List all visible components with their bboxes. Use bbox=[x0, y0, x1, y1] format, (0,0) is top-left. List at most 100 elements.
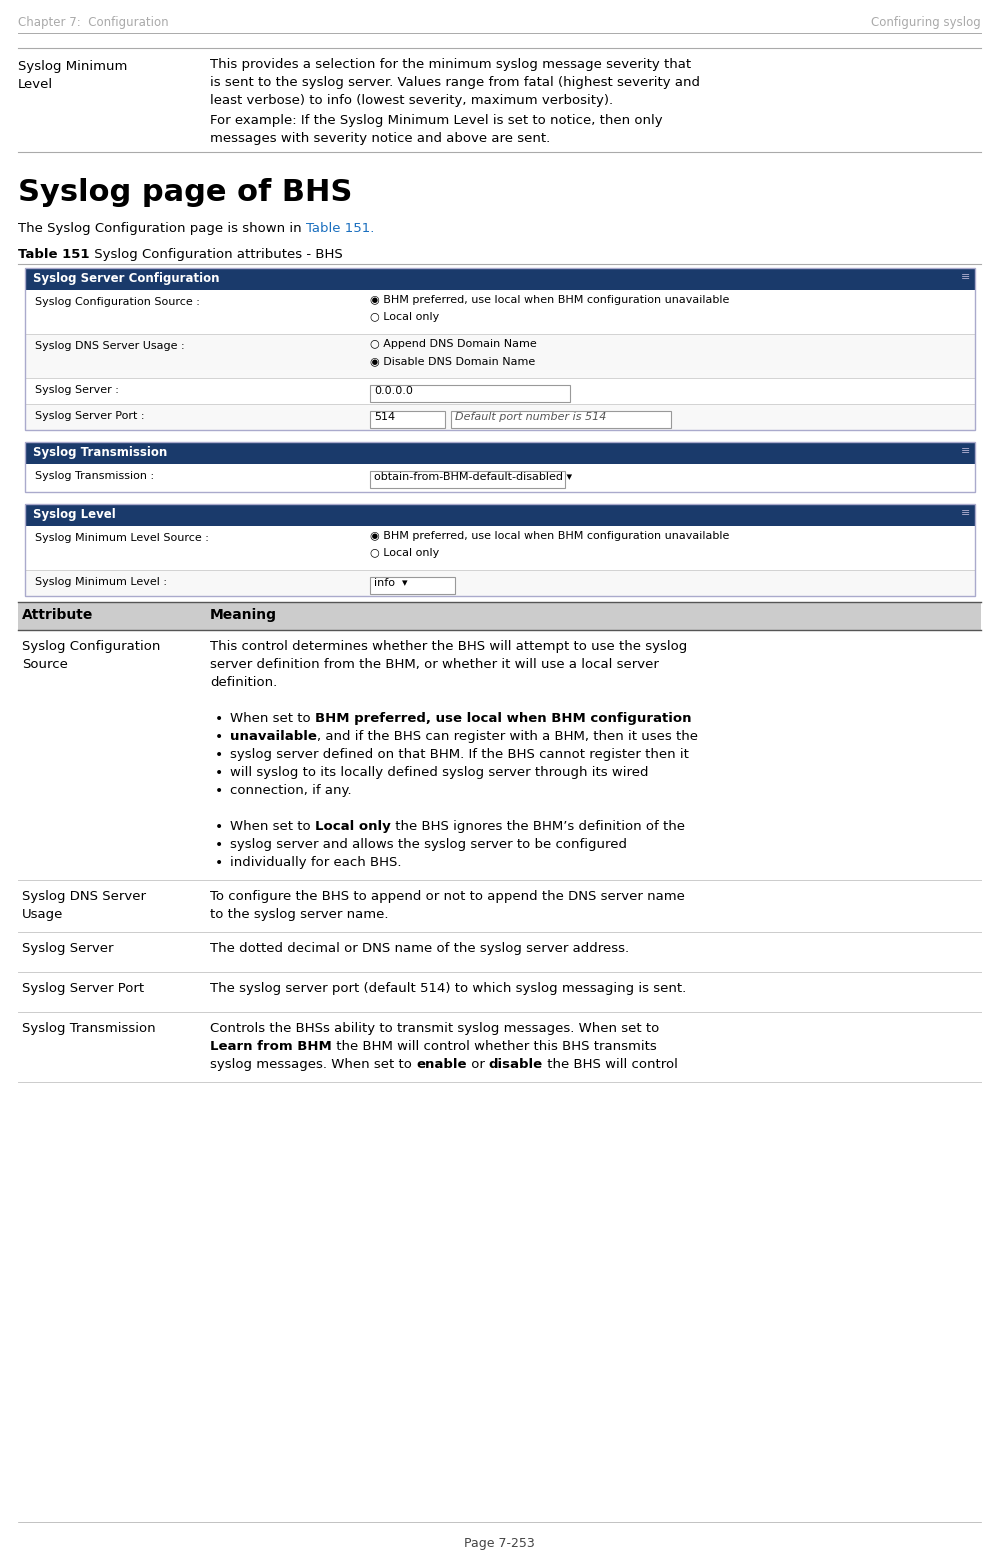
Bar bbox=[451, 411, 671, 428]
Text: •: • bbox=[215, 712, 223, 726]
Text: individually for each BHS.: individually for each BHS. bbox=[230, 855, 402, 869]
Text: •: • bbox=[215, 838, 223, 852]
Text: Syslog Configuration: Syslog Configuration bbox=[22, 641, 161, 653]
Text: Chapter 7:  Configuration: Chapter 7: Configuration bbox=[18, 16, 169, 30]
Text: •: • bbox=[215, 767, 223, 781]
Text: to the syslog server name.: to the syslog server name. bbox=[210, 908, 389, 921]
Text: ≡: ≡ bbox=[961, 508, 970, 518]
Text: unavailable: unavailable bbox=[230, 729, 317, 743]
Text: Syslog Minimum Level Source :: Syslog Minimum Level Source : bbox=[35, 533, 209, 543]
Text: Table 151.: Table 151. bbox=[306, 222, 375, 235]
Text: enable: enable bbox=[417, 1057, 467, 1071]
Text: Attribute: Attribute bbox=[22, 608, 93, 622]
Text: 514: 514 bbox=[374, 412, 396, 421]
Text: Syslog Level: Syslog Level bbox=[33, 508, 116, 521]
Text: Syslog Minimum Level :: Syslog Minimum Level : bbox=[35, 577, 167, 586]
Text: least verbose) to info (lowest severity, maximum verbosity).: least verbose) to info (lowest severity,… bbox=[210, 93, 613, 107]
Text: Default port number is 514: Default port number is 514 bbox=[455, 412, 606, 421]
Text: server definition from the BHM, or whether it will use a local server: server definition from the BHM, or wheth… bbox=[210, 658, 659, 672]
Bar bbox=[25, 289, 975, 334]
Text: , and if the BHS can register with a BHM, then it uses the: , and if the BHS can register with a BHM… bbox=[317, 729, 698, 743]
Text: Meaning: Meaning bbox=[210, 608, 277, 622]
Text: Table 151: Table 151 bbox=[18, 247, 90, 261]
Text: Syslog Configuration Source :: Syslog Configuration Source : bbox=[35, 297, 200, 306]
Text: Syslog DNS Server Usage :: Syslog DNS Server Usage : bbox=[35, 341, 185, 351]
Text: the BHM will control whether this BHS transmits: the BHM will control whether this BHS tr… bbox=[332, 1040, 656, 1053]
Bar bbox=[25, 571, 975, 596]
Text: the BHS ignores the BHM’s definition of the: the BHS ignores the BHM’s definition of … bbox=[391, 819, 684, 833]
Text: Page 7-253: Page 7-253 bbox=[464, 1536, 534, 1550]
Text: Level: Level bbox=[18, 78, 53, 92]
Text: the BHS will control: the BHS will control bbox=[542, 1057, 677, 1071]
Text: ≡: ≡ bbox=[961, 272, 970, 281]
Bar bbox=[25, 463, 975, 491]
Bar bbox=[25, 267, 975, 431]
Text: Local only: Local only bbox=[315, 819, 391, 833]
Text: Syslog Server Port: Syslog Server Port bbox=[22, 983, 144, 995]
Text: Syslog Server Port :: Syslog Server Port : bbox=[35, 411, 145, 421]
Bar bbox=[25, 442, 975, 463]
Text: Learn from BHM: Learn from BHM bbox=[210, 1040, 332, 1053]
Bar bbox=[25, 378, 975, 404]
Text: •: • bbox=[215, 748, 223, 762]
Text: obtain-from-BHM-default-disabled ▾: obtain-from-BHM-default-disabled ▾ bbox=[374, 473, 572, 482]
Text: syslog messages. When set to: syslog messages. When set to bbox=[210, 1057, 417, 1071]
Bar bbox=[370, 471, 565, 488]
Text: BHM preferred, use local when BHM configuration: BHM preferred, use local when BHM config… bbox=[315, 712, 691, 725]
Text: ◉ BHM preferred, use local when BHM configuration unavailable: ◉ BHM preferred, use local when BHM conf… bbox=[370, 530, 729, 541]
Text: Syslog page of BHS: Syslog page of BHS bbox=[18, 177, 353, 207]
Bar bbox=[25, 504, 975, 596]
Text: When set to: When set to bbox=[230, 712, 315, 725]
Text: The dotted decimal or DNS name of the syslog server address.: The dotted decimal or DNS name of the sy… bbox=[210, 942, 629, 955]
Text: ◉ BHM preferred, use local when BHM configuration unavailable: ◉ BHM preferred, use local when BHM conf… bbox=[370, 295, 729, 305]
Text: •: • bbox=[215, 784, 223, 798]
Bar bbox=[25, 404, 975, 431]
Text: syslog server and allows the syslog server to be configured: syslog server and allows the syslog serv… bbox=[230, 838, 627, 851]
Text: The Syslog Configuration page is shown in: The Syslog Configuration page is shown i… bbox=[18, 222, 306, 235]
Text: syslog server defined on that BHM. If the BHS cannot register then it: syslog server defined on that BHM. If th… bbox=[230, 748, 689, 760]
Text: Syslog Configuration attributes - BHS: Syslog Configuration attributes - BHS bbox=[90, 247, 343, 261]
Text: connection, if any.: connection, if any. bbox=[230, 784, 352, 798]
Text: Source: Source bbox=[22, 658, 68, 672]
Text: Usage: Usage bbox=[22, 908, 63, 921]
Text: Configuring syslog: Configuring syslog bbox=[871, 16, 981, 30]
Text: Syslog Transmission: Syslog Transmission bbox=[33, 446, 167, 459]
Text: ○ Local only: ○ Local only bbox=[370, 547, 440, 558]
Text: or: or bbox=[467, 1057, 489, 1071]
Bar bbox=[25, 334, 975, 378]
Text: Syslog Server Configuration: Syslog Server Configuration bbox=[33, 272, 220, 285]
Text: info  ▾: info ▾ bbox=[374, 578, 408, 588]
Text: The syslog server port (default 514) to which syslog messaging is sent.: The syslog server port (default 514) to … bbox=[210, 983, 686, 995]
Text: Syslog Minimum: Syslog Minimum bbox=[18, 61, 128, 73]
Text: messages with severity notice and above are sent.: messages with severity notice and above … bbox=[210, 132, 550, 145]
Text: Syslog DNS Server: Syslog DNS Server bbox=[22, 889, 146, 903]
Bar bbox=[25, 504, 975, 526]
Text: definition.: definition. bbox=[210, 676, 278, 689]
Text: This control determines whether the BHS will attempt to use the syslog: This control determines whether the BHS … bbox=[210, 641, 687, 653]
Text: disable: disable bbox=[489, 1057, 542, 1071]
Bar bbox=[370, 386, 570, 403]
Bar bbox=[18, 602, 981, 630]
Text: For example: If the Syslog Minimum Level is set to notice, then only: For example: If the Syslog Minimum Level… bbox=[210, 114, 662, 128]
Bar bbox=[25, 442, 975, 491]
Text: will syslog to its locally defined syslog server through its wired: will syslog to its locally defined syslo… bbox=[230, 767, 648, 779]
Text: Syslog Transmission :: Syslog Transmission : bbox=[35, 471, 154, 480]
Text: Syslog Server: Syslog Server bbox=[22, 942, 114, 955]
Text: When set to: When set to bbox=[230, 819, 315, 833]
Text: is sent to the syslog server. Values range from fatal (highest severity and: is sent to the syslog server. Values ran… bbox=[210, 76, 700, 89]
Bar bbox=[25, 267, 975, 289]
Text: Syslog Transmission: Syslog Transmission bbox=[22, 1022, 156, 1036]
Text: 0.0.0.0: 0.0.0.0 bbox=[374, 386, 413, 397]
Bar bbox=[370, 411, 445, 428]
Text: Syslog Server :: Syslog Server : bbox=[35, 386, 119, 395]
Text: ≡: ≡ bbox=[961, 446, 970, 456]
Text: ○ Local only: ○ Local only bbox=[370, 313, 440, 322]
Text: •: • bbox=[215, 855, 223, 869]
Text: •: • bbox=[215, 819, 223, 833]
Bar bbox=[25, 526, 975, 571]
Text: To configure the BHS to append or not to append the DNS server name: To configure the BHS to append or not to… bbox=[210, 889, 685, 903]
Bar bbox=[370, 577, 455, 594]
Text: Controls the BHSs ability to transmit syslog messages. When set to: Controls the BHSs ability to transmit sy… bbox=[210, 1022, 659, 1036]
Text: ◉ Disable DNS Domain Name: ◉ Disable DNS Domain Name bbox=[370, 356, 535, 365]
Text: •: • bbox=[215, 729, 223, 743]
